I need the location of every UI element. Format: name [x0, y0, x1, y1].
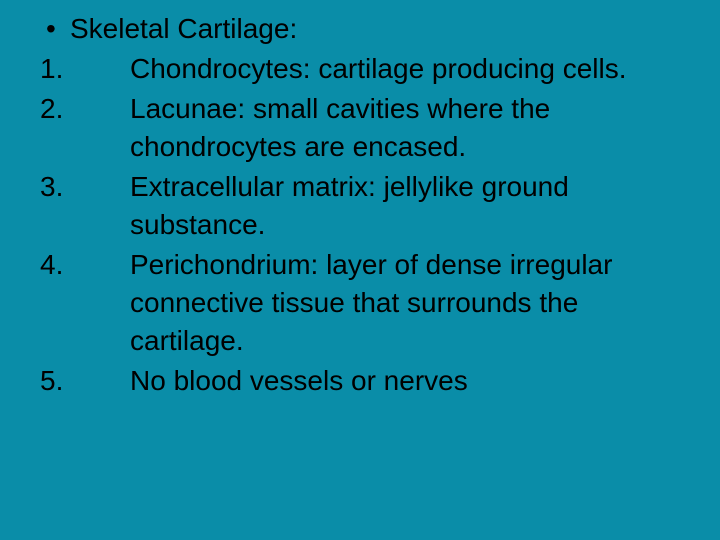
bullet-marker: •	[40, 10, 70, 48]
list-item-text: Chondrocytes: cartilage producing cells.	[130, 50, 690, 88]
list-item: 2. Lacunae: small cavities where the cho…	[40, 90, 690, 166]
list-item-text: Lacunae: small cavities where the chondr…	[130, 90, 690, 166]
list-item: 4. Perichondrium: layer of dense irregul…	[40, 246, 690, 360]
list-item: 5. No blood vessels or nerves	[40, 362, 690, 400]
list-item-number: 3.	[40, 168, 130, 206]
list-item: 3. Extracellular matrix: jellylike groun…	[40, 168, 690, 244]
list-item-text: No blood vessels or nerves	[130, 362, 690, 400]
list-item-number: 5.	[40, 362, 130, 400]
bullet-heading: • Skeletal Cartilage:	[40, 10, 690, 48]
list-item-number: 4.	[40, 246, 130, 284]
bullet-heading-text: Skeletal Cartilage:	[70, 10, 297, 48]
list-item-text: Extracellular matrix: jellylike ground s…	[130, 168, 690, 244]
list-item: 1. Chondrocytes: cartilage producing cel…	[40, 50, 690, 88]
list-item-text: Perichondrium: layer of dense irregular …	[130, 246, 690, 360]
list-item-number: 1.	[40, 50, 130, 88]
list-item-number: 2.	[40, 90, 130, 128]
